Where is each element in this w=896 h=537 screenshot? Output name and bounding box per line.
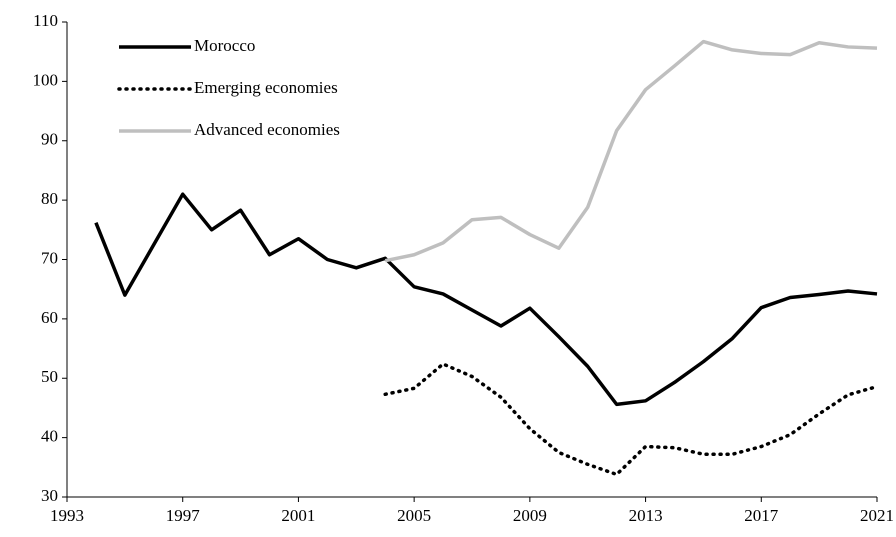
x-tick-label: 2013 xyxy=(629,506,663,525)
x-tick-label: 2005 xyxy=(397,506,431,525)
series-line xyxy=(94,192,878,407)
x-tick-label: 1997 xyxy=(166,506,201,525)
legend-label: Morocco xyxy=(194,36,255,55)
y-tick-label: 40 xyxy=(41,427,58,446)
y-tick-label: 30 xyxy=(41,486,58,505)
series-line xyxy=(384,39,878,263)
y-tick-label: 110 xyxy=(33,11,58,30)
x-tick-label: 1993 xyxy=(50,506,84,525)
y-tick-label: 50 xyxy=(41,367,58,386)
x-tick-label: 2001 xyxy=(281,506,315,525)
y-tick-label: 100 xyxy=(33,70,59,89)
legend-label: Emerging economies xyxy=(194,78,338,97)
x-tick-label: 2009 xyxy=(513,506,547,525)
x-tick-label: 2017 xyxy=(744,506,779,525)
y-tick-label: 60 xyxy=(41,308,58,327)
y-tick-label: 70 xyxy=(41,248,58,267)
y-tick-label: 80 xyxy=(41,189,58,208)
y-tick-label: 90 xyxy=(41,130,58,149)
series-line xyxy=(383,362,879,477)
legend-label: Advanced economies xyxy=(194,120,340,139)
x-tick-label: 2021 xyxy=(860,506,894,525)
